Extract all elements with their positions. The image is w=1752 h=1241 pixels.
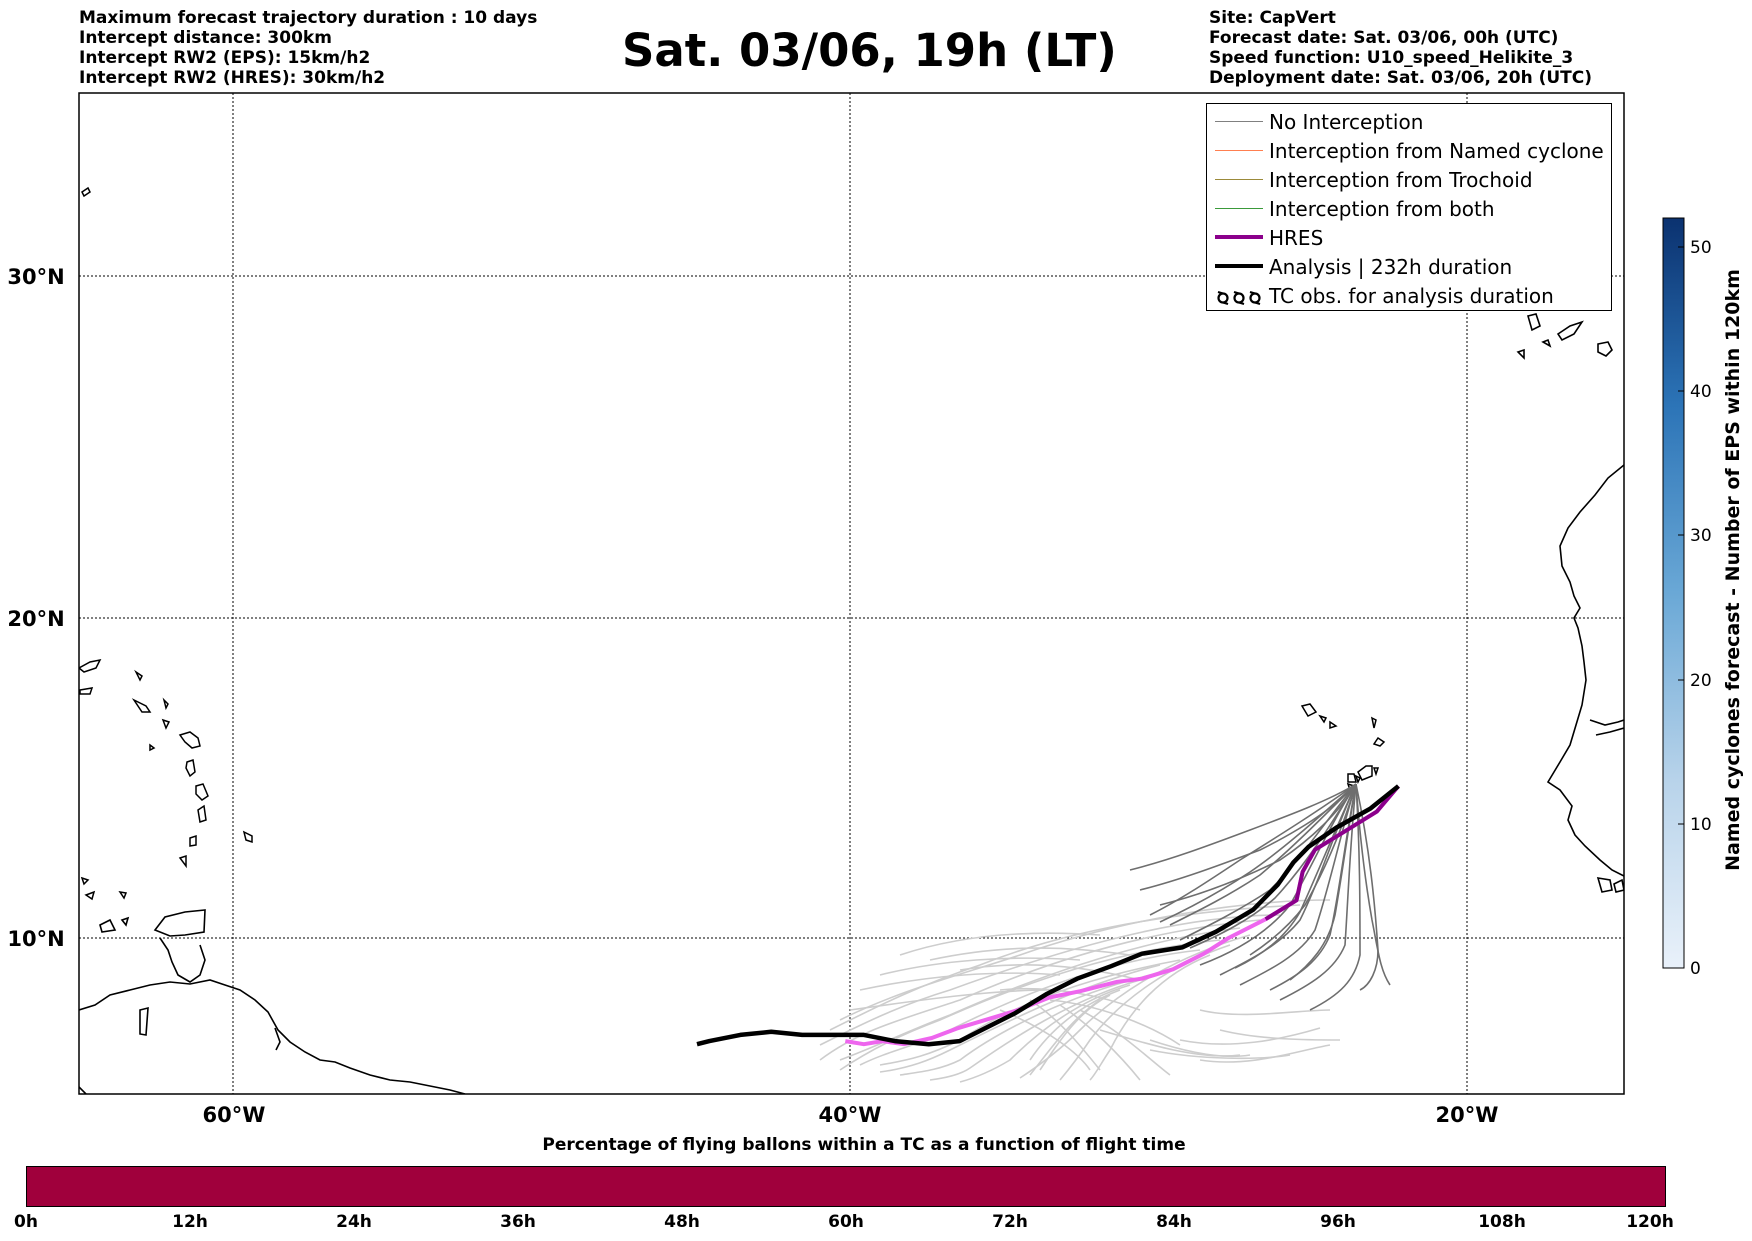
map-legend: No Interception Interception from Named … [1206, 103, 1612, 311]
hres-trajectory-early [1264, 784, 1400, 921]
colorbar [1662, 217, 1685, 969]
analysis-trajectory [696, 784, 1400, 1047]
legend-swatch [1215, 264, 1263, 268]
map-frame [78, 92, 1625, 1095]
legend-label: Interception from Trochoid [1269, 168, 1533, 192]
legend-label: HRES [1269, 226, 1324, 250]
bottom-tick-label: 84h [1156, 1212, 1192, 1232]
legend-item-no-interception: No Interception [1207, 108, 1611, 136]
lon-label: 60°W [203, 1103, 266, 1127]
legend-label: TC obs. for analysis duration [1269, 284, 1554, 308]
island-bermuda [81, 186, 91, 198]
legend-item-tc-obs: TC obs. for analysis duration [1207, 282, 1611, 310]
tc-symbol-icon [1217, 290, 1261, 306]
bottom-tick-label: 72h [992, 1212, 1028, 1232]
legend-swatch [1215, 179, 1263, 180]
colorbar-tick-label: 20 [1690, 671, 1712, 691]
header-left-line: Maximum forecast trajectory duration : 1… [79, 8, 538, 28]
legend-label: Interception from Named cyclone [1269, 139, 1604, 163]
colorbar-tick-label: 50 [1690, 238, 1712, 258]
lon-label: 20°W [1436, 1103, 1499, 1127]
legend-item-hres: HRES [1207, 224, 1611, 252]
bottom-tick-label: 96h [1320, 1212, 1356, 1232]
bottom-tick-label: 12h [172, 1212, 208, 1232]
colorbar-title: Named cyclones forecast - Number of EPS … [1722, 269, 1744, 871]
islands-canary [1516, 313, 1613, 360]
header-info-right: Site: CapVert Forecast date: Sat. 03/06,… [1209, 8, 1592, 88]
legend-label: Analysis | 232h duration [1269, 255, 1513, 279]
colorbar-tick-label: 30 [1690, 526, 1712, 546]
bottom-tick-label: 36h [500, 1212, 536, 1232]
legend-item-both: Interception from both [1207, 195, 1611, 223]
bottom-tick-label: 120h [1626, 1212, 1674, 1232]
header-right-line: Deployment date: Sat. 03/06, 20h (UTC) [1209, 68, 1593, 88]
header-right-line: Forecast date: Sat. 03/06, 00h (UTC) [1209, 28, 1559, 48]
islands-caribbean [79, 658, 253, 901]
bottom-tick-label: 60h [828, 1212, 864, 1232]
colorbar-ticks [1678, 246, 1684, 969]
map-gridlines [79, 93, 1624, 1094]
page-title: Sat. 03/06, 19h (LT) [622, 24, 1117, 77]
header-left-line: Intercept distance: 300km [79, 28, 332, 48]
header-left-line: Intercept RW2 (HRES): 30km/h2 [79, 68, 386, 88]
legend-item-trochoid: Interception from Trochoid [1207, 166, 1611, 194]
header-info-left: Maximum forecast trajectory duration : 1… [79, 8, 537, 88]
colorbar-tick-label: 0 [1690, 959, 1701, 979]
lon-label: 40°W [819, 1103, 882, 1127]
legend-swatch [1215, 235, 1263, 239]
bottom-tick-label: 24h [336, 1212, 372, 1232]
bottom-bar-title: Percentage of flying ballons within a TC… [542, 1135, 1186, 1155]
legend-label: No Interception [1269, 110, 1424, 134]
legend-item-analysis: Analysis | 232h duration [1207, 253, 1611, 281]
lat-label: 10°N [7, 927, 64, 951]
colorbar-tick-label: 40 [1690, 382, 1712, 402]
legend-item-named-cyclone: Interception from Named cyclone [1207, 137, 1611, 165]
colorbar-tick-label: 10 [1690, 815, 1712, 835]
header-right-line: Speed function: U10_speed_Helikite_3 [1209, 48, 1574, 68]
coastline-africa [1546, 464, 1624, 893]
header-left-line: Intercept RW2 (EPS): 15km/h2 [79, 48, 371, 68]
header-right-line: Site: CapVert [1209, 8, 1336, 28]
legend-swatch [1215, 208, 1263, 209]
legend-swatch [1215, 121, 1263, 122]
coastline-americas [79, 909, 466, 1094]
lat-label: 30°N [7, 265, 64, 289]
bottom-tick-label: 0h [14, 1212, 38, 1232]
bottom-tick-label: 108h [1478, 1212, 1526, 1232]
lat-label: 20°N [7, 607, 64, 631]
islands-cape-verde [1300, 703, 1386, 792]
tc-percentage-bar [26, 1166, 1666, 1207]
bottom-tick-label: 48h [664, 1212, 700, 1232]
legend-swatch [1215, 150, 1263, 151]
legend-label: Interception from both [1269, 197, 1495, 221]
